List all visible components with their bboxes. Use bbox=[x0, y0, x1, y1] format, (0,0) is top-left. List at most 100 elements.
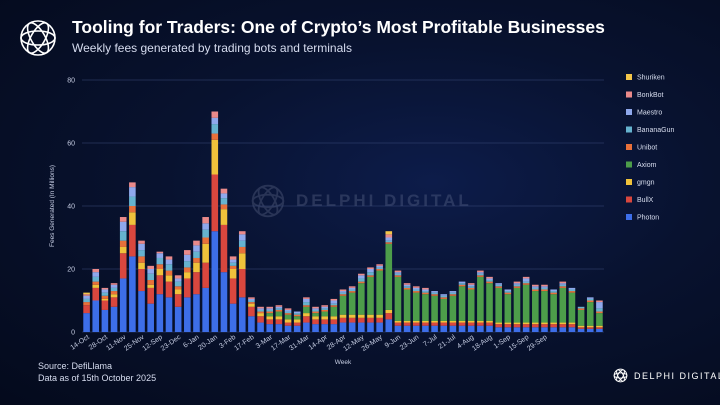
bar-segment-photon bbox=[458, 325, 466, 332]
bar-segment-maestro bbox=[202, 223, 209, 230]
bar-segment-photon bbox=[477, 325, 484, 332]
x-tick-label: 21-Jul bbox=[437, 334, 457, 351]
bar-segment-unibot bbox=[238, 246, 246, 254]
bar-segment-photon bbox=[577, 328, 585, 332]
week-bar bbox=[513, 281, 521, 332]
bar-segment-photon bbox=[550, 327, 557, 332]
bar-segment-maestro bbox=[522, 278, 530, 282]
bar-segment-maestro bbox=[422, 289, 429, 292]
bar-segment-bullx bbox=[248, 306, 255, 317]
bar-segment-gmgn bbox=[202, 243, 209, 263]
bar-segment-bullx bbox=[321, 319, 328, 325]
bar-segment-unibot bbox=[312, 311, 319, 314]
bar-segment-bullx bbox=[495, 324, 502, 328]
legend-item-photon: Photon bbox=[626, 214, 659, 222]
y-tick-label: 40 bbox=[67, 204, 75, 211]
bar-segment-bullx bbox=[422, 322, 429, 326]
legend-swatch bbox=[626, 196, 632, 203]
bar-segment-axiom bbox=[486, 283, 493, 321]
week-bar bbox=[477, 270, 484, 332]
bar-segment-bonkbot bbox=[275, 305, 283, 307]
bar-segment-bonkbot bbox=[211, 111, 219, 118]
legend-label: Axiom bbox=[637, 162, 657, 169]
week-bar bbox=[202, 217, 209, 332]
legend-item-bonkbot: BonkBot bbox=[626, 91, 664, 99]
bar-segment-unibot bbox=[495, 286, 502, 288]
bar-segment-bananagun bbox=[348, 289, 356, 292]
bar-segment-bananagun bbox=[559, 284, 567, 287]
bar-segment-gmgn bbox=[385, 309, 393, 314]
bar-segment-photon bbox=[312, 324, 319, 332]
x-tick-label: 20-Jan bbox=[197, 334, 219, 352]
bar-segment-maestro bbox=[586, 297, 594, 299]
bar-segment-unibot bbox=[193, 257, 200, 263]
bar-segment-bananagun bbox=[596, 308, 603, 312]
bar-segment-unibot bbox=[486, 281, 493, 284]
chart-subtitle: Weekly fees generated by trading bots an… bbox=[72, 41, 352, 55]
bar-segment-maestro bbox=[348, 287, 356, 290]
bar-segment-bananagun bbox=[293, 313, 301, 315]
bar-segment-bullx bbox=[568, 324, 576, 328]
week-bar bbox=[229, 256, 237, 332]
week-bar bbox=[504, 289, 512, 332]
bar-segment-gmgn bbox=[550, 322, 557, 325]
bar-segment-maestro bbox=[119, 221, 127, 232]
bar-segment-bonkbot bbox=[422, 287, 429, 290]
bar-segment-maestro bbox=[431, 291, 438, 293]
bar-segment-maestro bbox=[339, 291, 347, 293]
bar-segment-maestro bbox=[458, 281, 466, 284]
bar-segment-maestro bbox=[275, 306, 283, 309]
bar-segment-gmgn bbox=[339, 314, 347, 318]
bar-segment-axiom bbox=[275, 311, 283, 317]
bar-segment-bananagun bbox=[193, 251, 200, 258]
x-tick-label: 26-May bbox=[361, 334, 385, 353]
bar-segment-bullx bbox=[293, 322, 301, 326]
bar-segment-bullx bbox=[193, 272, 200, 295]
bar-segment-axiom bbox=[532, 291, 539, 323]
bar-segment-maestro bbox=[229, 259, 237, 263]
legend-swatch bbox=[626, 144, 632, 150]
bar-segment-bananagun bbox=[486, 280, 493, 282]
bar-segment-bullx bbox=[156, 275, 164, 295]
bar-segment-bonkbot bbox=[412, 286, 420, 288]
bar-segment-axiom bbox=[385, 243, 393, 310]
bar-segment-unibot bbox=[348, 291, 356, 293]
bar-segment-bananagun bbox=[321, 308, 328, 310]
week-bar bbox=[358, 273, 365, 332]
bar-segment-maestro bbox=[440, 294, 448, 296]
bar-segment-photon bbox=[119, 278, 127, 332]
bar-segment-unibot bbox=[303, 305, 310, 307]
bar-segment-axiom bbox=[522, 284, 530, 323]
bar-segment-bananagun bbox=[138, 250, 145, 257]
bar-segment-maestro bbox=[477, 272, 484, 274]
bar-segment-bonkbot bbox=[184, 250, 191, 255]
week-bar bbox=[165, 256, 173, 332]
bar-segment-bananagun bbox=[184, 261, 191, 268]
bar-segment-bullx bbox=[486, 322, 493, 326]
bar-segment-photon bbox=[532, 327, 539, 332]
bar-segment-gmgn bbox=[193, 262, 200, 273]
bar-segment-bonkbot bbox=[174, 275, 182, 279]
bar-segment-maestro bbox=[376, 265, 383, 268]
bar-segment-photon bbox=[522, 327, 530, 332]
bar-segment-axiom bbox=[376, 270, 383, 315]
bar-segment-gmgn bbox=[586, 325, 594, 328]
week-bar bbox=[449, 291, 457, 332]
bar-segment-bananagun bbox=[431, 292, 438, 295]
legend-label: BananaGun bbox=[637, 127, 674, 134]
bar-segment-unibot bbox=[266, 311, 274, 314]
bar-segment-photon bbox=[513, 327, 521, 332]
bar-segment-bullx bbox=[312, 319, 319, 325]
bar-segment-bananagun bbox=[275, 308, 283, 310]
bar-segment-maestro bbox=[220, 193, 228, 199]
bar-segment-unibot bbox=[138, 256, 145, 263]
bar-segment-photon bbox=[184, 297, 191, 332]
bar-segment-maestro bbox=[312, 308, 319, 310]
legend-label: gmgn bbox=[637, 180, 655, 187]
bar-segment-bonkbot bbox=[541, 284, 548, 287]
bar-segment-gmgn bbox=[266, 316, 274, 320]
bar-segment-bullx bbox=[284, 322, 292, 326]
bar-segment-unibot bbox=[129, 206, 136, 213]
y-tick-label: 20 bbox=[67, 267, 75, 274]
bar-segment-bananagun bbox=[477, 273, 484, 276]
